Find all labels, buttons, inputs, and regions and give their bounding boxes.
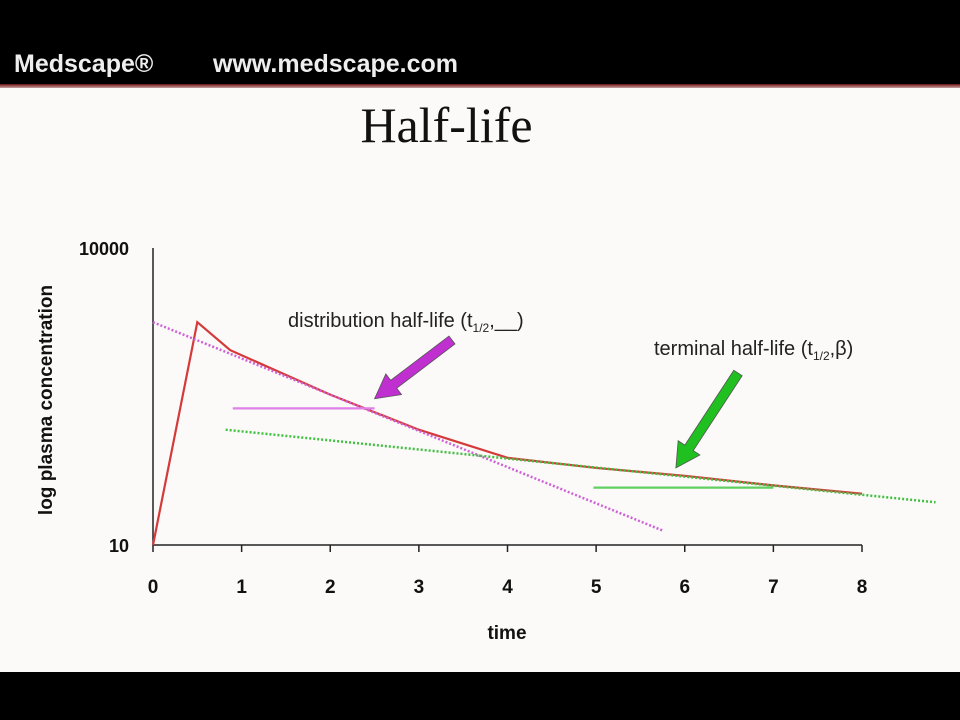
- y-axis-label: log plasma concentration: [36, 285, 57, 515]
- x-tick-label: 8: [857, 577, 868, 598]
- site-url: www.medscape.com: [213, 50, 458, 78]
- x-tick-label: 2: [325, 577, 336, 598]
- distribution-arrow: [373, 335, 456, 400]
- annotation-terminal-subscript: 1/2: [813, 349, 830, 363]
- x-tick-label: 5: [591, 577, 602, 598]
- annotation-distribution: distribution half-life (t1/2,__): [288, 310, 524, 335]
- x-tick-label: 6: [679, 577, 690, 598]
- header-bar: Medscape® www.medscape.com: [0, 0, 960, 86]
- slide: [0, 88, 960, 672]
- y-tick-label: 10000: [79, 239, 129, 259]
- annotation-terminal-text: terminal half-life (t: [654, 338, 813, 360]
- annotation-terminal: terminal half-life (t1/2,β): [654, 338, 853, 363]
- x-tick-label: 1: [236, 577, 247, 598]
- x-tick-label: 7: [768, 577, 779, 598]
- series-line-2: [225, 428, 936, 504]
- annotation-distribution-suffix: ,__): [489, 310, 523, 332]
- slide-title: Half-life: [360, 97, 533, 153]
- terminal-arrow: [675, 369, 743, 469]
- x-tick-label: 4: [502, 577, 513, 598]
- x-axis-label: time: [487, 623, 526, 644]
- footer-bar: [0, 672, 960, 720]
- y-tick-label: 10: [109, 536, 129, 556]
- brand-logo: Medscape®: [14, 50, 154, 78]
- x-tick-label: 3: [414, 577, 425, 598]
- annotation-distribution-subscript: 1/2: [473, 321, 490, 335]
- annotation-distribution-text: distribution half-life (t: [288, 310, 473, 332]
- x-tick-label: 0: [148, 577, 159, 598]
- annotation-terminal-suffix: ,β): [830, 338, 854, 360]
- header-divider: [0, 84, 960, 88]
